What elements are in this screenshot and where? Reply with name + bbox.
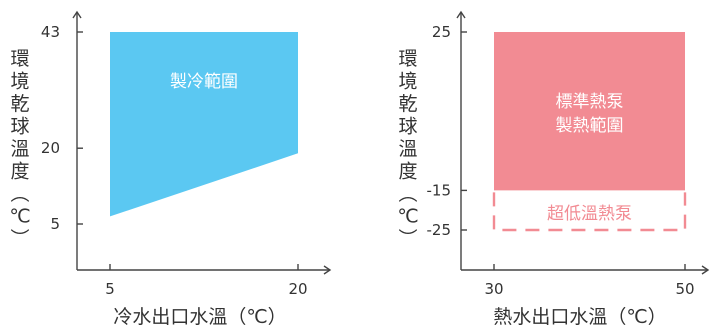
y-axis-title: 環境乾球溫度︵ ℃ ︶ [397, 48, 418, 250]
region-label-1-1: 製冷範圍 [170, 72, 238, 92]
y-tick-label: 20 [41, 139, 60, 157]
x-tick-label: 20 [288, 280, 307, 298]
region-label-2-1: 標準熱泵製熱範圍 [556, 92, 624, 136]
x-axis-title: 熱水出口水溫（℃） [493, 306, 666, 328]
y-axis-arrow [456, 10, 466, 19]
x-axis-title: 冷水出口水溫（℃） [113, 306, 286, 328]
region-label-2-2: 超低溫熱泵 [547, 204, 632, 224]
x-tick-label: 30 [484, 280, 503, 298]
y-tick-label: -25 [427, 221, 452, 239]
y-axis-arrow [72, 10, 82, 19]
region-2-1 [494, 32, 685, 191]
y-tick-label: -15 [427, 181, 452, 199]
x-tick-label: 50 [675, 280, 694, 298]
y-tick-label: 43 [41, 23, 60, 41]
x-axis-arrow [701, 265, 710, 275]
y-axis-title: 環境乾球溫度︵ ℃ ︶ [9, 48, 30, 250]
x-axis-arrow [323, 265, 332, 275]
x-tick-label: 5 [105, 280, 115, 298]
y-tick-label: 5 [50, 215, 60, 233]
region-1-1 [110, 32, 298, 217]
y-tick-label: 25 [432, 23, 451, 41]
